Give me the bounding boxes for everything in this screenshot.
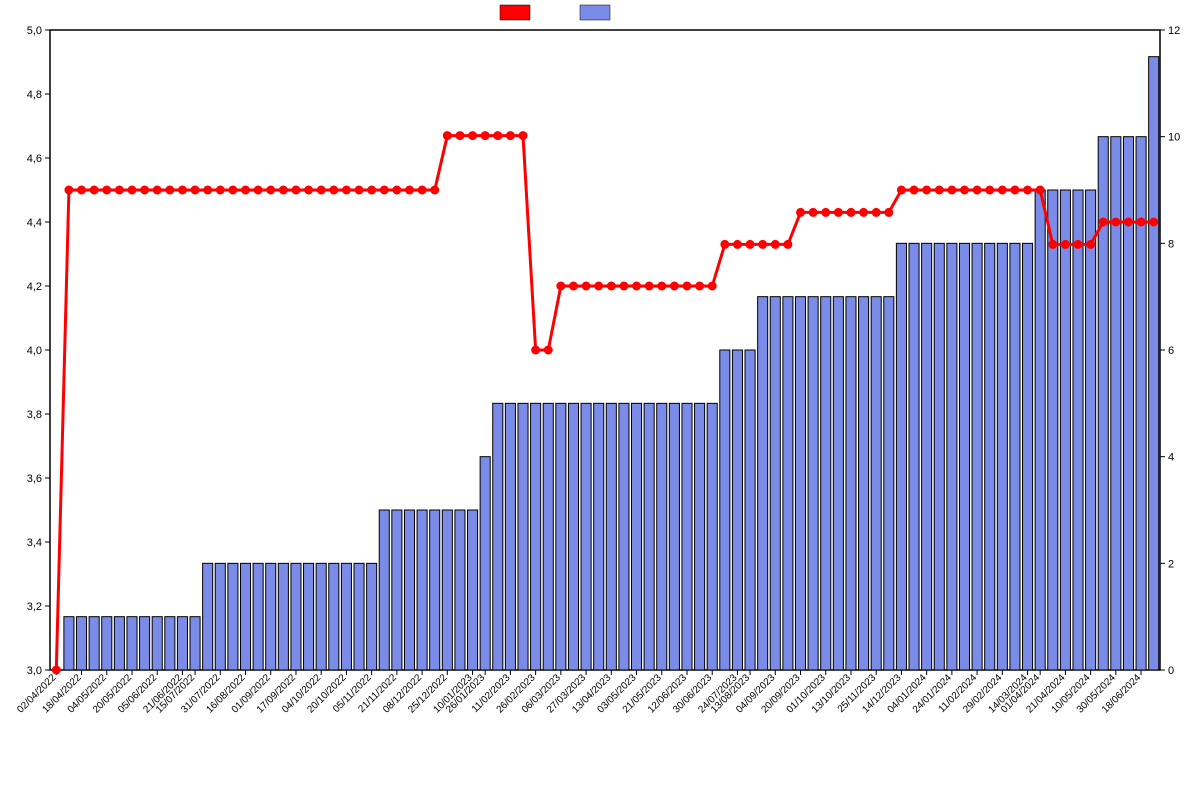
svg-text:0: 0: [1168, 665, 1174, 677]
legend-line-swatch: [500, 5, 530, 20]
svg-text:6: 6: [1168, 345, 1174, 357]
svg-text:3,4: 3,4: [27, 537, 42, 549]
svg-text:3,8: 3,8: [27, 409, 42, 421]
svg-text:4,0: 4,0: [27, 345, 42, 357]
svg-text:12: 12: [1168, 25, 1180, 37]
combo-chart: 3,0 3,2 3,4 3,6 3,8 4,0 4,2 4,4 4,6 4,8 5,0 0 2 4 6 8 10…: [0, 0, 1200, 800]
svg-text:4,8: 4,8: [27, 89, 42, 101]
chart-container: 3,0 3,2 3,4 3,6 3,8 4,0 4,2 4,4 4,6 4,8 5,0 0 2 4 6 8 10…: [0, 0, 1200, 800]
svg-text:3,0: 3,0: [27, 665, 42, 677]
legend-bar-swatch: [580, 5, 610, 20]
svg-text:4: 4: [1168, 452, 1174, 464]
svg-text:4,2: 4,2: [27, 281, 42, 293]
svg-text:3,6: 3,6: [27, 473, 42, 485]
svg-text:8: 8: [1168, 238, 1174, 250]
svg-text:2: 2: [1168, 558, 1174, 570]
svg-text:4,4: 4,4: [27, 217, 42, 229]
svg-text:10: 10: [1168, 132, 1180, 144]
svg-text:4,6: 4,6: [27, 153, 42, 165]
svg-text:5,0: 5,0: [27, 25, 42, 37]
svg-text:3,2: 3,2: [27, 601, 42, 613]
